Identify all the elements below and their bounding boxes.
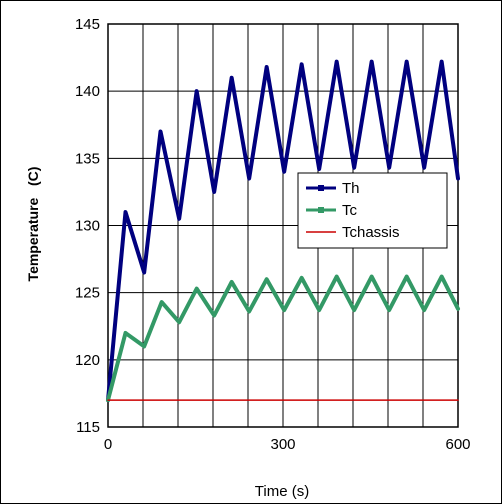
legend-marker bbox=[318, 207, 324, 213]
y-axis-label: Temperature (C) bbox=[25, 167, 41, 282]
series-group bbox=[106, 59, 460, 403]
x-tick-label: 600 bbox=[445, 436, 470, 453]
legend-label: Th bbox=[342, 180, 360, 197]
series-line-tc bbox=[106, 274, 460, 403]
y-tick-label: 145 bbox=[75, 16, 100, 33]
y-tick-label: 125 bbox=[75, 285, 100, 302]
series-line-th bbox=[106, 59, 460, 403]
y-tick-label: 140 bbox=[75, 83, 100, 100]
y-tick-label: 130 bbox=[75, 218, 100, 235]
legend-label: Tc bbox=[342, 202, 358, 219]
y-tick-label: 115 bbox=[76, 419, 100, 436]
legend: Th Tc Tchassis bbox=[297, 172, 448, 249]
x-tick-label: 300 bbox=[270, 436, 295, 453]
y-tick-label: 135 bbox=[75, 150, 100, 167]
tick-labels: 115 120 125 130 135 140 145 0 300 600 bbox=[75, 16, 471, 453]
legend-marker bbox=[318, 185, 324, 191]
x-tick-label: 0 bbox=[104, 436, 112, 453]
plot-area-border bbox=[107, 23, 459, 428]
legend-label: Tchassis bbox=[342, 224, 400, 241]
y-tick-label: 120 bbox=[75, 352, 100, 369]
x-axis-label: Time (s) bbox=[255, 483, 309, 500]
